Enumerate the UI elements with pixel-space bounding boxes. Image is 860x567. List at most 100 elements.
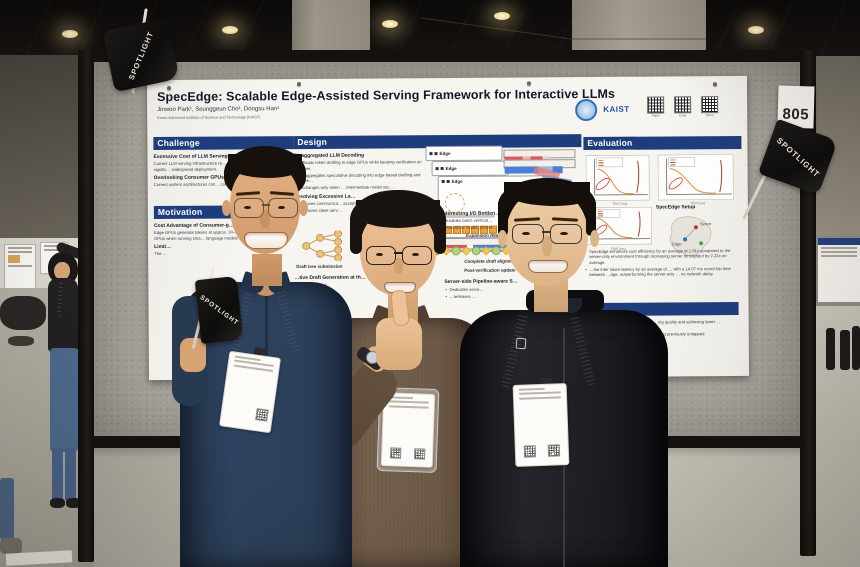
glasses-bridge [542,231,550,233]
eye [278,206,285,209]
qr-code-code: Code [674,96,692,118]
badge-clip [540,378,552,385]
hair-side [498,202,508,236]
draft-tree-diagram [302,230,343,262]
badge-text-line [518,387,545,391]
smile [244,232,288,249]
poster-affiliation: Korea Advanced Institute of Science and … [157,115,261,121]
ear [222,200,231,216]
background-shoe [0,538,22,554]
edge-label: Edge [439,150,451,157]
badge-text-line [518,391,561,395]
mini-poster-line [821,247,857,249]
mini-poster-line [8,251,32,253]
mini-poster-line [8,247,32,249]
spotlight-flag-text: SPOTLIGHT [198,293,240,327]
nose [260,210,270,228]
qr-code-demo: Demo [701,96,719,118]
background-jeans-leg [0,478,14,540]
edge-node-card: Edge [425,145,503,162]
eye [412,253,419,256]
section-header-evaluation: Evaluation [583,135,742,151]
smile [528,260,568,273]
badge-icon [413,448,426,460]
qr-label: Demo [705,113,714,118]
gpu-icon [446,179,450,184]
kaist-logo: KAIST [603,104,630,114]
badge-text-line [388,400,429,404]
hair-side [586,202,596,236]
background-poster-right [818,238,860,302]
evaluation-chart [585,154,650,202]
mini-poster-line [44,245,64,247]
background-woman [38,241,90,538]
background-poster-header [818,238,860,245]
man-right [452,178,672,567]
background-mini-poster [4,244,36,290]
background-shoe [8,336,34,346]
pillar-seam [572,38,706,40]
push-pin [296,82,302,87]
qr-icon [674,96,692,114]
evaluation-chart [657,154,734,201]
hair-side [350,218,362,254]
badge-qr-icon [523,445,537,458]
gpu-icon [440,167,444,171]
conference-badge [512,383,570,467]
eye [522,232,530,235]
push-pin [167,85,172,90]
posterboard-left-stile [78,50,94,562]
gpu-icon [435,167,439,171]
glasses-bridge [394,252,402,254]
glasses-bridge [262,204,270,206]
woman-jeans-leg [52,448,63,500]
eye [376,253,383,256]
badge-text-line [519,395,562,400]
conference-logo [575,98,598,122]
hair-side [434,218,446,254]
nose [542,236,552,256]
woman-shoe [66,498,81,508]
ceiling-light [62,30,78,38]
svg-text:Edge: Edge [672,241,682,246]
neck [252,254,282,286]
qr-icon [647,96,665,114]
gpu-icon [429,152,433,156]
hair-fringe [228,154,302,178]
eye [244,206,251,209]
qr-label: Code [679,113,687,118]
eye [560,232,568,235]
background-person-leg [826,328,835,370]
thumbs-up-fist [376,318,422,370]
qr-label: Paper [651,113,660,118]
gpu-icon [441,180,445,184]
gpu-icon [434,152,438,156]
background-person-leg [852,326,860,370]
posterboard-top-rail [78,50,816,62]
edge-node-card: Edge [431,160,509,177]
spotlight-flag-text: SPOTLIGHT [126,29,156,81]
edge-label: Edge [445,165,457,172]
mini-poster-line [821,251,857,253]
ear [498,230,507,247]
background-person-leg [840,330,850,370]
push-pin [526,81,532,86]
woman-face [54,262,70,280]
mini-poster-line [8,265,32,267]
man-left: SPOTLIGHT [168,146,364,567]
mini-poster-line [821,255,857,257]
poster-authors: Jinwoo Park¹, Seunggeun Cho¹, Dongsu Han… [157,106,280,114]
ear [299,200,308,216]
woman-top [48,278,78,352]
mini-poster-figure [8,255,20,263]
woman-shoe [50,498,65,508]
qr-icon [701,96,719,114]
qr-code-paper: Paper [647,96,665,118]
badge-text-line [388,404,429,409]
badge-qr-icon [255,408,269,422]
spotlight-flag-text: SPOTLIGHT [774,135,822,179]
ear [590,230,599,247]
spotlight-flag-handheld: SPOTLIGHT [194,275,244,345]
badge-qr-icon [389,447,402,459]
